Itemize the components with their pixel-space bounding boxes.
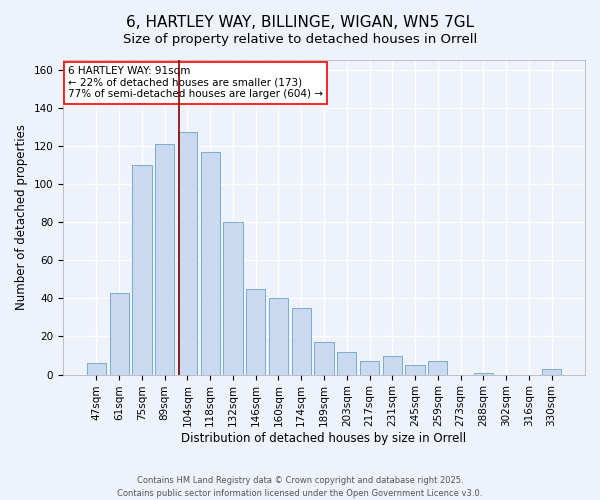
Bar bbox=[110, 292, 129, 374]
Bar bbox=[292, 308, 311, 374]
Bar bbox=[246, 289, 265, 374]
Bar bbox=[542, 369, 561, 374]
Bar bbox=[132, 165, 152, 374]
Bar bbox=[383, 356, 402, 374]
Bar bbox=[223, 222, 242, 374]
Text: Contains HM Land Registry data © Crown copyright and database right 2025.
Contai: Contains HM Land Registry data © Crown c… bbox=[118, 476, 482, 498]
X-axis label: Distribution of detached houses by size in Orrell: Distribution of detached houses by size … bbox=[181, 432, 467, 445]
Bar bbox=[360, 362, 379, 374]
Bar bbox=[473, 372, 493, 374]
Text: 6 HARTLEY WAY: 91sqm
← 22% of detached houses are smaller (173)
77% of semi-deta: 6 HARTLEY WAY: 91sqm ← 22% of detached h… bbox=[68, 66, 323, 100]
Text: 6, HARTLEY WAY, BILLINGE, WIGAN, WN5 7GL: 6, HARTLEY WAY, BILLINGE, WIGAN, WN5 7GL bbox=[126, 15, 474, 30]
Bar bbox=[337, 352, 356, 374]
Bar bbox=[155, 144, 175, 374]
Bar bbox=[200, 152, 220, 374]
Bar bbox=[406, 365, 425, 374]
Bar bbox=[87, 363, 106, 374]
Bar bbox=[428, 362, 448, 374]
Bar bbox=[314, 342, 334, 374]
Y-axis label: Number of detached properties: Number of detached properties bbox=[15, 124, 28, 310]
Bar bbox=[178, 132, 197, 374]
Text: Size of property relative to detached houses in Orrell: Size of property relative to detached ho… bbox=[123, 32, 477, 46]
Bar bbox=[269, 298, 288, 374]
